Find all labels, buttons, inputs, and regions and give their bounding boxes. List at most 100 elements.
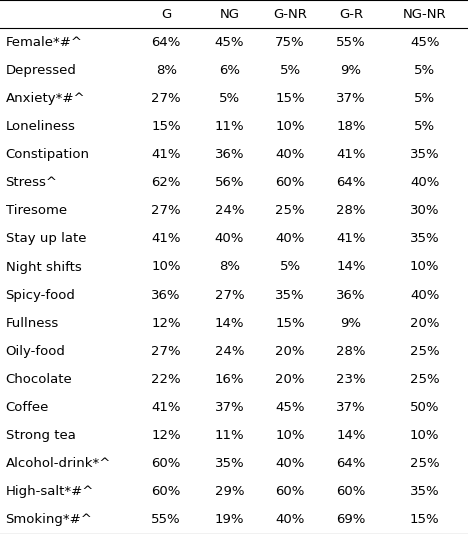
Text: 40%: 40% [215,232,244,246]
Text: Stress^: Stress^ [6,176,58,189]
Text: 37%: 37% [336,92,366,105]
Text: Alcohol-drink*^: Alcohol-drink*^ [6,457,111,470]
Text: 19%: 19% [214,514,244,527]
Text: Stay up late: Stay up late [6,232,86,246]
Text: 60%: 60% [276,176,305,189]
Text: 27%: 27% [151,205,181,217]
Text: 24%: 24% [214,205,244,217]
Text: 41%: 41% [151,401,181,414]
Text: 10%: 10% [410,261,439,273]
Text: 25%: 25% [275,205,305,217]
Text: 40%: 40% [276,232,305,246]
Text: 10%: 10% [151,261,181,273]
Text: 41%: 41% [336,232,366,246]
Text: 15%: 15% [410,514,439,527]
Text: 62%: 62% [151,176,181,189]
Text: Loneliness: Loneliness [6,120,75,133]
Text: 69%: 69% [336,514,366,527]
Text: 27%: 27% [151,92,181,105]
Text: 5%: 5% [414,92,435,105]
Text: Fullness: Fullness [6,317,59,329]
Text: 60%: 60% [336,485,366,498]
Text: 10%: 10% [275,429,305,442]
Text: 50%: 50% [410,401,439,414]
Text: 28%: 28% [336,345,366,358]
Text: 36%: 36% [214,148,244,161]
Text: 8%: 8% [156,64,176,77]
Text: NG-NR: NG-NR [403,7,446,20]
Text: 5%: 5% [279,261,301,273]
Text: 5%: 5% [219,92,240,105]
Text: 37%: 37% [336,401,366,414]
Text: 15%: 15% [151,120,181,133]
Text: 41%: 41% [151,148,181,161]
Text: 40%: 40% [276,457,305,470]
Text: Constipation: Constipation [6,148,89,161]
Text: Strong tea: Strong tea [6,429,75,442]
Text: 11%: 11% [214,120,244,133]
Text: 30%: 30% [410,205,439,217]
Text: 60%: 60% [276,485,305,498]
Text: 9%: 9% [341,317,361,329]
Text: 41%: 41% [151,232,181,246]
Text: 25%: 25% [410,457,439,470]
Text: Oily-food: Oily-food [6,345,66,358]
Text: 64%: 64% [336,176,366,189]
Text: 35%: 35% [410,485,439,498]
Text: 14%: 14% [336,261,366,273]
Text: High-salt*#^: High-salt*#^ [6,485,94,498]
Text: 24%: 24% [214,345,244,358]
Text: 14%: 14% [214,317,244,329]
Text: 60%: 60% [152,457,181,470]
Text: 27%: 27% [214,288,244,302]
Text: 55%: 55% [151,514,181,527]
Text: 35%: 35% [410,232,439,246]
Text: 18%: 18% [336,120,366,133]
Text: 40%: 40% [276,514,305,527]
Text: 8%: 8% [219,261,240,273]
Text: 29%: 29% [214,485,244,498]
Text: 41%: 41% [336,148,366,161]
Text: 35%: 35% [410,148,439,161]
Text: G-NR: G-NR [273,7,307,20]
Text: 11%: 11% [214,429,244,442]
Text: 25%: 25% [410,373,439,386]
Text: 23%: 23% [336,373,366,386]
Text: Coffee: Coffee [6,401,49,414]
Text: G-R: G-R [339,7,363,20]
Text: 56%: 56% [214,176,244,189]
Text: 45%: 45% [410,36,439,49]
Text: Depressed: Depressed [6,64,76,77]
Text: Chocolate: Chocolate [6,373,73,386]
Text: 37%: 37% [214,401,244,414]
Text: Spicy-food: Spicy-food [6,288,75,302]
Text: 20%: 20% [275,345,305,358]
Text: 20%: 20% [275,373,305,386]
Text: 16%: 16% [214,373,244,386]
Text: 64%: 64% [152,36,181,49]
Text: 45%: 45% [214,36,244,49]
Text: 28%: 28% [336,205,366,217]
Text: 5%: 5% [279,64,301,77]
Text: Anxiety*#^: Anxiety*#^ [6,92,85,105]
Text: G: G [161,7,171,20]
Text: Smoking*#^: Smoking*#^ [6,514,93,527]
Text: 64%: 64% [336,457,366,470]
Text: 10%: 10% [275,120,305,133]
Text: 35%: 35% [214,457,244,470]
Text: 5%: 5% [414,64,435,77]
Text: 5%: 5% [414,120,435,133]
Text: 22%: 22% [151,373,181,386]
Text: 55%: 55% [336,36,366,49]
Text: 40%: 40% [410,288,439,302]
Text: 60%: 60% [152,485,181,498]
Text: 75%: 75% [275,36,305,49]
Text: 10%: 10% [410,429,439,442]
Text: Night shifts: Night shifts [6,261,81,273]
Text: 36%: 36% [336,288,366,302]
Text: 15%: 15% [275,317,305,329]
Text: Tiresome: Tiresome [6,205,67,217]
Text: 14%: 14% [336,429,366,442]
Text: 35%: 35% [275,288,305,302]
Text: 15%: 15% [275,92,305,105]
